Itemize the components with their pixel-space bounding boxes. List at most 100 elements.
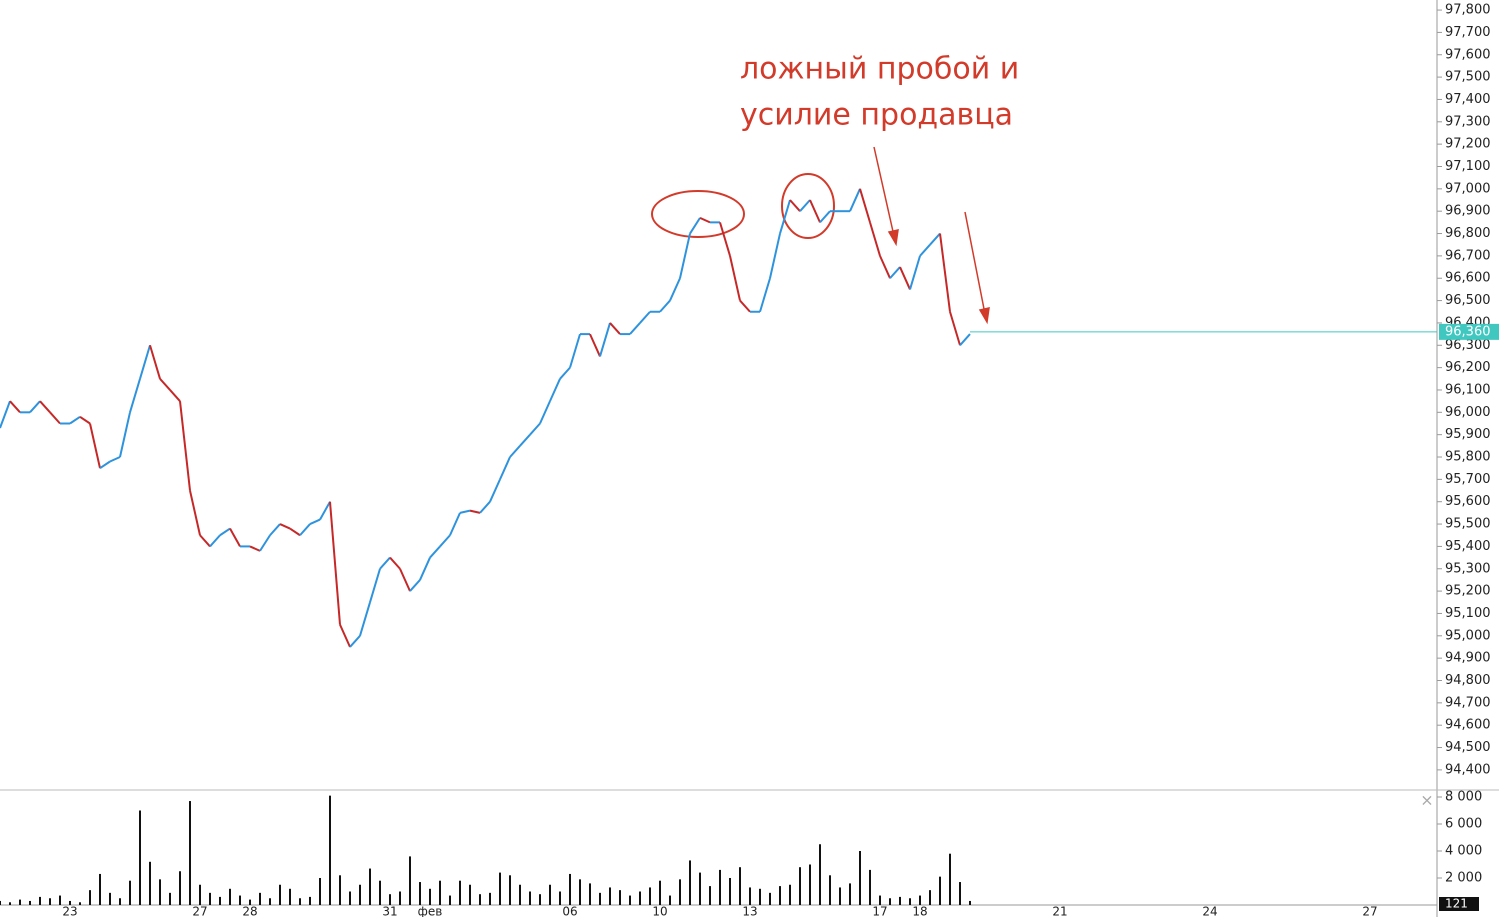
y-tick-label: 96,700 (1445, 248, 1491, 263)
volume-bar (899, 896, 901, 905)
y-tick-label: 95,000 (1445, 628, 1491, 643)
last-volume-label: 121 (1445, 897, 1468, 911)
volume-bar (309, 896, 311, 905)
price-segment (509, 445, 521, 458)
price-segment (79, 415, 91, 425)
price-segment (919, 244, 931, 257)
price-segment (269, 523, 281, 536)
price-segment (319, 501, 331, 521)
price-segment (89, 423, 101, 469)
volume-bar (169, 892, 171, 905)
volume-bar (429, 888, 431, 905)
y-tick-label: 97,800 (1445, 3, 1491, 18)
volume-bar (99, 873, 101, 905)
x-tick-label: 06 (562, 905, 577, 918)
price-segment (719, 222, 731, 257)
volume-bar (949, 853, 951, 905)
price-segment (659, 299, 671, 313)
annotation: усилие продавца (740, 98, 1013, 133)
volume-bar (149, 861, 151, 905)
volume-bar (409, 856, 411, 905)
y-tick-label: 96,300 (1445, 338, 1491, 353)
y-tick-label: 95,900 (1445, 427, 1491, 442)
price-segment (419, 557, 431, 581)
annotation: ложный пробой и (740, 52, 1019, 87)
y-tick-label: 95,800 (1445, 450, 1491, 465)
price-segment (699, 216, 711, 224)
volume-bar (369, 868, 371, 905)
price-segment (179, 401, 191, 491)
price-segment (669, 277, 681, 301)
y2-tick-label: 2 000 (1445, 870, 1482, 885)
price-segment (409, 579, 421, 592)
price-segment (379, 556, 391, 570)
price-segment (449, 512, 461, 536)
volume-bar (159, 879, 161, 905)
y-tick-label: 94,500 (1445, 740, 1491, 755)
price-segment (489, 478, 501, 503)
volume-bar (69, 900, 71, 905)
x-tick-label: 10 (652, 905, 667, 918)
price-segment (689, 217, 701, 235)
price-segment (69, 415, 81, 425)
volume-bar (959, 882, 961, 905)
volume-bar (249, 899, 251, 905)
volume-bar (919, 895, 921, 905)
y-tick-label: 97,700 (1445, 25, 1491, 40)
price-segment (209, 534, 221, 548)
price-segment (559, 366, 571, 380)
price-segment (39, 400, 51, 413)
volume-bar (499, 872, 501, 905)
price-segment (159, 378, 171, 391)
volume-bar (799, 867, 801, 905)
last-volume-box (1439, 897, 1479, 911)
x-tick-label: 13 (742, 905, 757, 918)
price-segment (429, 545, 441, 559)
y-tick-label: 95,500 (1445, 517, 1491, 532)
price-segment (199, 534, 211, 548)
price-segment (609, 322, 621, 335)
volume-bar (469, 884, 471, 905)
volume-bar (859, 850, 861, 905)
volume-bar (669, 895, 671, 905)
price-segment (599, 322, 611, 357)
price-segment (359, 601, 371, 637)
price-segment (739, 299, 751, 313)
price-segment (229, 528, 241, 547)
y-tick-label: 97,100 (1445, 159, 1491, 174)
y-tick-label: 95,400 (1445, 539, 1491, 554)
y2-tick-label: 4 000 (1445, 843, 1482, 858)
price-segment (789, 199, 801, 212)
volume-bar (19, 899, 21, 905)
volume-bar (649, 887, 651, 905)
price-segment (139, 344, 151, 380)
y-tick-label: 96,800 (1445, 226, 1491, 241)
volume-bar (789, 884, 791, 905)
price-segment (9, 400, 21, 413)
price-segment (849, 188, 861, 212)
price-segment (859, 188, 871, 223)
x-tick-label: 28 (242, 905, 257, 918)
volume-bar (849, 883, 851, 905)
price-segment (309, 518, 321, 525)
close-icon[interactable]: × (1420, 791, 1433, 810)
volume-bar (719, 869, 721, 905)
price-segment (939, 233, 951, 312)
price-segment (219, 527, 231, 537)
price-segment (329, 501, 341, 625)
price-segment (769, 233, 781, 279)
volume-bar (329, 795, 331, 905)
volume-bar (449, 895, 451, 905)
y-tick-label: 95,700 (1445, 472, 1491, 487)
volume-bar (239, 895, 241, 905)
volume-bar (689, 860, 691, 905)
volume-bar (199, 884, 201, 905)
y-tick-label: 95,100 (1445, 606, 1491, 621)
volume-bar (479, 894, 481, 905)
volume-bar (889, 898, 891, 905)
volume-bar (139, 810, 141, 905)
price-segment (929, 232, 941, 246)
volume-bar (659, 880, 661, 905)
price-segment (399, 568, 411, 592)
volume-bar (389, 894, 391, 905)
